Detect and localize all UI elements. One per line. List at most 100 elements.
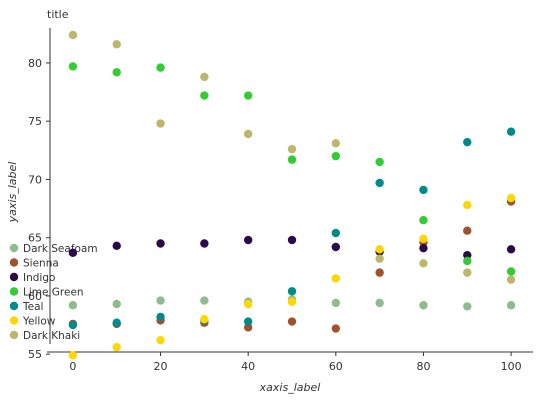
point-indigo <box>156 239 165 248</box>
point-teal <box>463 137 472 147</box>
y-tick-label: 65 <box>28 232 42 245</box>
point-teal <box>243 317 253 326</box>
point-dark-seafoam <box>419 301 428 310</box>
point-lime-green <box>200 91 209 100</box>
legend-marker-teal <box>9 301 19 311</box>
point-yellow <box>463 200 472 210</box>
legend-label-indigo: Indigo <box>23 272 55 284</box>
y-axis-title: yaxis_label <box>6 162 19 224</box>
point-lime-green <box>156 63 165 72</box>
legend: Dark Seafoam Sienna Indigo Lime Green Teal Ye… <box>9 243 98 342</box>
legend-label-lime-green: Lime Green <box>23 286 84 298</box>
legend-label-sienna: Sienna <box>23 257 59 269</box>
point-lime-green <box>287 155 297 164</box>
point-yellow <box>287 297 297 306</box>
point-dark-khaki <box>375 254 384 263</box>
point-lime-green <box>375 157 384 167</box>
point-sienna <box>375 268 384 277</box>
y-tick-label: 80 <box>28 57 42 70</box>
point-dark-seafoam <box>463 302 472 311</box>
point-indigo <box>419 243 428 253</box>
point-dark-khaki <box>68 30 78 40</box>
y-tick-label: 60 <box>28 290 42 303</box>
x-tick-label: 40 <box>241 360 255 373</box>
point-teal <box>112 318 121 327</box>
point-dark-khaki <box>243 129 253 139</box>
y-tick-label: 70 <box>28 173 42 186</box>
point-dark-khaki <box>156 119 165 128</box>
point-teal <box>68 320 78 330</box>
point-yellow <box>112 342 121 352</box>
x-tick-label: 60 <box>329 360 343 373</box>
point-indigo <box>243 235 253 245</box>
point-dark-seafoam <box>156 296 165 305</box>
point-sienna <box>331 324 341 333</box>
point-yellow <box>506 193 516 203</box>
x-tick-label: 100 <box>501 360 522 373</box>
point-indigo <box>331 242 341 252</box>
legend-marker-yellow <box>9 316 19 325</box>
legend-marker-lime-green <box>9 287 19 296</box>
legend-marker-dark-khaki <box>9 330 19 340</box>
point-dark-khaki <box>463 268 472 277</box>
point-yellow <box>375 245 384 254</box>
point-indigo <box>463 250 472 260</box>
point-teal <box>506 127 516 136</box>
point-lime-green <box>463 256 472 266</box>
point-teal <box>375 178 384 188</box>
point-indigo <box>112 241 121 251</box>
point-lime-green <box>243 91 253 100</box>
point-sienna <box>287 317 297 326</box>
point-dark-seafoam <box>375 298 384 308</box>
legend-label-yellow: Yellow <box>22 315 56 327</box>
point-dark-seafoam <box>68 301 78 310</box>
legend-marker-sienna <box>9 258 19 267</box>
x-tick-label: 80 <box>416 360 430 373</box>
point-teal <box>331 228 341 238</box>
point-indigo <box>287 235 297 245</box>
y-tick-label: 55 <box>28 348 42 361</box>
point-indigo <box>506 245 516 254</box>
point-lime-green <box>506 267 516 276</box>
point-yellow <box>331 274 341 283</box>
point-indigo <box>200 239 209 248</box>
legend-label-dark-seafoam: Dark Seafoam <box>23 243 98 255</box>
legend-marker-dark-seafoam <box>9 243 19 253</box>
point-dark-khaki <box>200 72 209 82</box>
point-indigo <box>68 248 78 258</box>
point-yellow <box>68 351 78 360</box>
point-yellow <box>243 299 253 309</box>
point-lime-green <box>112 68 121 77</box>
point-dark-khaki <box>287 144 297 154</box>
legend-label-teal: Teal <box>22 301 43 313</box>
y-tick-label: 75 <box>28 115 42 128</box>
x-axis-title: xaxis_label <box>259 381 321 394</box>
point-yellow <box>419 234 428 244</box>
point-dark-khaki <box>112 40 121 49</box>
y-ticks: 55 60 65 70 75 80 <box>28 57 50 361</box>
point-yellow <box>200 315 209 324</box>
point-lime-green <box>419 216 428 225</box>
point-yellow <box>156 335 165 345</box>
point-dark-seafoam <box>506 301 516 310</box>
point-lime-green <box>331 151 341 161</box>
point-teal <box>156 312 165 322</box>
point-dark-khaki <box>331 139 341 148</box>
x-tick-label: 20 <box>154 360 168 373</box>
legend-marker-indigo <box>9 272 19 282</box>
point-dark-seafoam <box>331 298 341 308</box>
point-dark-khaki <box>506 275 516 284</box>
point-dark-khaki <box>419 259 428 268</box>
x-ticks: 0 20 40 60 80 100 <box>69 352 522 373</box>
point-dark-seafoam <box>112 299 121 309</box>
point-dark-seafoam <box>200 296 209 305</box>
point-teal <box>419 185 428 195</box>
point-lime-green <box>68 62 78 71</box>
legend-label-dark-khaki: Dark Khaki <box>23 330 80 342</box>
x-tick-label: 0 <box>69 360 76 373</box>
chart-title: title <box>47 8 69 21</box>
point-sienna <box>463 226 472 235</box>
point-sienna <box>243 323 253 332</box>
point-teal <box>287 287 297 296</box>
